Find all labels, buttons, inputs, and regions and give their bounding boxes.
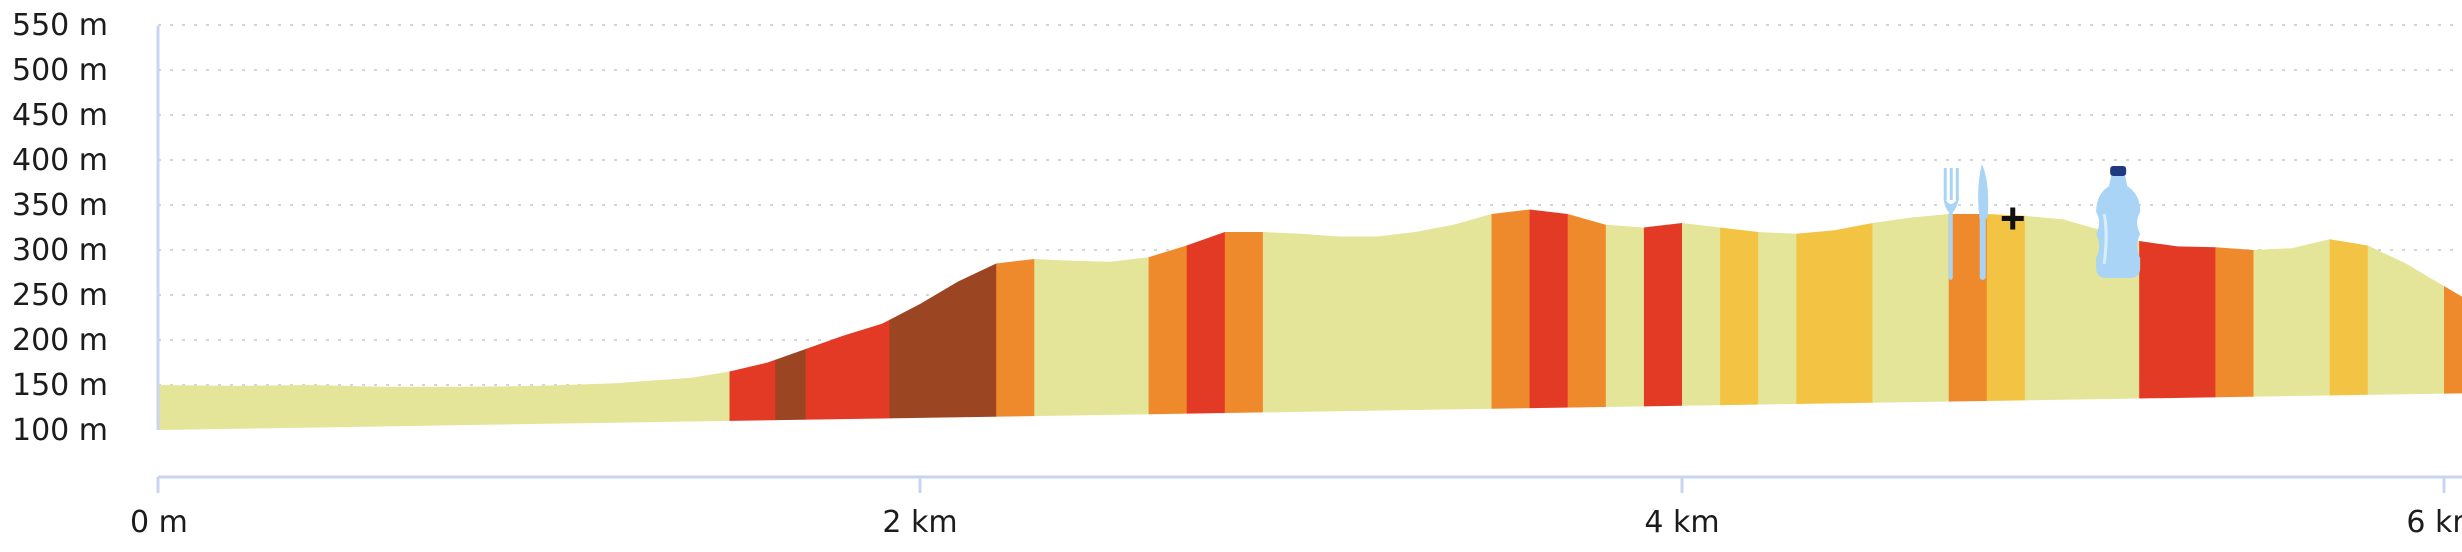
gradient-band-steep <box>2139 200 2216 430</box>
gradient-band-steep <box>805 200 891 430</box>
gradient-band-moderate <box>2215 200 2254 430</box>
fork-knife-icon <box>1943 164 2024 280</box>
gradient-band-flat <box>1758 200 1797 430</box>
gradient-band-flat <box>1872 200 1950 430</box>
x-tick-label: 4 km <box>1644 505 1719 540</box>
gradient-band-flat <box>2253 200 2331 430</box>
gradient-band-steep <box>1643 200 1683 430</box>
x-tick-label: 6 km <box>2406 505 2462 540</box>
gradient-band-steep <box>1186 200 1226 430</box>
y-axis-tick-labels: 100 m 150 m 200 m 250 m 300 m 350 m 400 m 450 m… <box>12 8 108 448</box>
gradient-band-very-steep <box>889 200 997 430</box>
gradient-band-moderate <box>996 200 1035 430</box>
gradient-band-moderate <box>2444 200 2462 430</box>
gradient-band-steep <box>729 200 776 430</box>
gradient-band-moderate <box>1224 200 1264 430</box>
gradient-band-moderate <box>1491 200 1531 430</box>
gradient-band-flat <box>2367 200 2445 430</box>
y-tick-label: 550 m <box>12 8 108 43</box>
axes <box>156 26 2462 493</box>
y-tick-label: 400 m <box>12 143 108 178</box>
gradient-band-flat <box>1605 200 1645 430</box>
y-tick-label: 250 m <box>12 278 108 313</box>
gradient-band-flat <box>1682 200 1721 430</box>
y-tick-label: 500 m <box>12 53 108 88</box>
gradient-band-moderate <box>1567 200 1607 430</box>
gradient-band-gentle <box>1986 200 2026 430</box>
y-tick-label: 450 m <box>12 98 108 133</box>
y-tick-label: 300 m <box>12 233 108 268</box>
gradient-band-flat <box>1262 200 1492 430</box>
gradient-band-moderate <box>1148 200 1188 430</box>
y-tick-label: 350 m <box>12 188 108 223</box>
y-tick-label: 100 m <box>12 413 108 448</box>
water-bottle-icon <box>2096 166 2141 278</box>
gradient-band-very-steep <box>775 200 807 430</box>
gradient-band-flat <box>158 200 730 430</box>
poi-markers <box>1943 164 2141 280</box>
y-tick-label: 150 m <box>12 368 108 403</box>
gradient-band-gentle <box>2329 200 2369 430</box>
x-axis-tick-labels: 0 m2 km4 km6 km8 km10 km12 km <box>130 505 2462 540</box>
x-tick-label: 0 m <box>130 505 188 540</box>
gradient-band-flat <box>1034 200 1150 430</box>
gradient-band-gentle <box>1796 200 1873 430</box>
gradient-band-steep <box>1529 200 1569 430</box>
x-tick-label: 2 km <box>882 505 957 540</box>
gradient-band-gentle <box>1720 200 1759 430</box>
y-tick-label: 200 m <box>12 323 108 358</box>
